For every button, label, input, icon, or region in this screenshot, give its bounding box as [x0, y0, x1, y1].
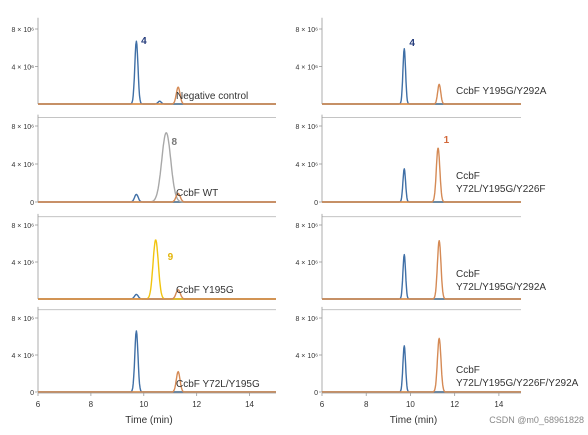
y-tick-label: 8 × 10⁶	[295, 124, 318, 131]
x-tick-label: 10	[406, 400, 415, 409]
trace-orange-2	[37, 86, 277, 105]
y-tick-label: 4 × 10⁶	[11, 162, 34, 169]
peak-label-9: 9	[168, 252, 174, 263]
x-tick-label: 14	[494, 400, 503, 409]
trace-orange-2	[321, 337, 522, 393]
x-tick-label: 8	[364, 400, 369, 409]
x-axis-title: Time (min)	[125, 415, 172, 426]
trace-orange-3	[37, 192, 277, 203]
y-tick-label: 4 × 10⁶	[295, 162, 318, 169]
trace-label: CcbF Y72L/Y195G/Y226F	[456, 171, 546, 195]
y-tick-label: 8 × 10⁶	[295, 27, 318, 34]
trace-orange-2	[321, 147, 522, 203]
trace-label: CcbF WT	[176, 188, 218, 199]
peak-label-8: 8	[172, 137, 178, 148]
trace-yellow-2	[37, 239, 277, 300]
trace-orange-2	[37, 370, 277, 393]
trace-label: CcbF Y72L/Y195G/Y292A	[456, 269, 546, 293]
y-tick-label: 8 × 10⁶	[11, 223, 34, 230]
trace-orange-2	[321, 83, 522, 105]
x-tick-label: 12	[192, 400, 201, 409]
peak-label-4: 4	[141, 36, 147, 47]
x-tick-label: 10	[139, 400, 148, 409]
y-tick-label: 8 × 10⁶	[295, 316, 318, 323]
x-tick-label: 8	[89, 400, 94, 409]
trace-label: Negative control	[176, 91, 248, 102]
trace-orange-3	[37, 289, 277, 300]
watermark: CSDN @m0_68961828	[489, 415, 584, 425]
x-axis-title: Time (min)	[390, 415, 437, 426]
y-tick-label: 8 × 10⁶	[295, 223, 318, 230]
trace-label: CcbF Y195G	[176, 285, 234, 296]
trace-orange-2	[321, 239, 522, 300]
y-tick-label: 0	[30, 200, 34, 207]
y-tick-label: 8 × 10⁶	[11, 124, 34, 131]
y-tick-label: 0	[314, 200, 318, 207]
x-tick-label: 12	[450, 400, 459, 409]
y-tick-label: 8 × 10⁶	[11, 27, 34, 34]
trace-gray-2	[37, 132, 277, 203]
x-tick-label: 14	[245, 400, 254, 409]
peak-label-1: 1	[444, 135, 450, 146]
trace-label: CcbF Y72L/Y195G	[176, 379, 260, 390]
y-tick-label: 4 × 10⁶	[11, 260, 34, 267]
y-tick-label: 4 × 10⁶	[295, 353, 318, 360]
x-tick-label: 6	[320, 400, 325, 409]
y-tick-label: 4 × 10⁶	[295, 65, 318, 72]
y-tick-label: 4 × 10⁶	[11, 65, 34, 72]
y-tick-label: 4 × 10⁶	[295, 260, 318, 267]
x-tick-label: 6	[36, 400, 41, 409]
y-tick-label: 4 × 10⁶	[11, 353, 34, 360]
y-tick-label: 8 × 10⁶	[11, 316, 34, 323]
trace-label: CcbF Y72L/Y195G/Y226F/Y292A	[456, 365, 579, 389]
y-tick-label: 0	[30, 390, 34, 397]
trace-label: CcbF Y195G/Y292A	[456, 86, 547, 97]
y-tick-label: 0	[314, 390, 318, 397]
peak-label-4: 4	[409, 38, 415, 49]
